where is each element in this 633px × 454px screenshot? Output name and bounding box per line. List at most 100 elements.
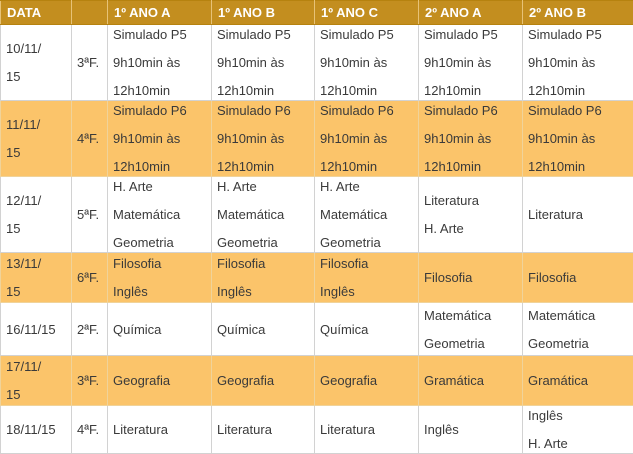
date-text: 17/11/	[6, 357, 71, 376]
subject-text: Inglês	[528, 406, 633, 425]
date-text: 15	[6, 143, 71, 162]
subject-text: Geometria	[113, 233, 211, 252]
subject-text: Geografia	[113, 371, 211, 390]
subject-text: 9h10min às	[217, 53, 314, 72]
subject-text: Simulado P6	[528, 101, 633, 120]
subject-cell: Simulado P5 9h10min às 12h10min	[108, 25, 212, 101]
subject-text: Geometria	[217, 233, 314, 252]
date-text: 10/11/	[6, 39, 71, 58]
subject-text: 9h10min às	[217, 129, 314, 148]
subject-text: 12h10min	[113, 81, 211, 100]
subject-text: Matemática	[424, 306, 522, 325]
subject-cell: Simulado P6 9h10min às 12h10min	[523, 101, 633, 177]
subject-text: Literatura	[113, 420, 211, 439]
subject-text: Inglês	[217, 282, 314, 301]
subject-cell: Inglês	[419, 406, 523, 454]
subject-text: Simulado P5	[528, 25, 633, 44]
subject-text: Simulado P5	[320, 25, 418, 44]
subject-text: Inglês	[113, 282, 211, 301]
subject-cell: Gramática	[419, 356, 523, 406]
subject-cell: Química	[315, 303, 419, 356]
subject-text: H. Arte	[113, 177, 211, 196]
subject-text: 12h10min	[217, 81, 314, 100]
subject-text: Filosofia	[113, 254, 211, 273]
weekday-cell: 6ªF.	[72, 253, 108, 303]
subject-text: Matemática	[528, 306, 633, 325]
weekday-cell: 3ªF.	[72, 25, 108, 101]
subject-text: Matemática	[217, 205, 314, 224]
date-text: 12/11/	[6, 191, 71, 210]
subject-text: Química	[217, 320, 314, 339]
subject-text: Simulado P5	[424, 25, 522, 44]
subject-cell: H. Arte Matemática Geometria	[108, 177, 212, 253]
subject-text: Literatura	[217, 420, 314, 439]
weekday-cell: 4ªF.	[72, 101, 108, 177]
subject-text: Simulado P5	[113, 25, 211, 44]
subject-text: Literatura	[320, 420, 418, 439]
subject-text: Literatura	[528, 205, 633, 224]
subject-cell: Gramática	[523, 356, 633, 406]
date-text: 16/11/15	[6, 320, 71, 339]
subject-text: Gramática	[528, 371, 633, 390]
date-text: 11/11/	[6, 115, 71, 134]
header-date: DATA	[1, 1, 72, 25]
header-class-2b: 2º ANO B	[523, 1, 633, 25]
subject-cell: Geografia	[212, 356, 315, 406]
subject-cell: Filosofia Inglês	[108, 253, 212, 303]
date-cell: 13/11/15	[1, 253, 72, 303]
subject-cell: Química	[212, 303, 315, 356]
subject-text: Simulado P6	[113, 101, 211, 120]
weekday-cell: 2ªF.	[72, 303, 108, 356]
weekday-cell: 5ªF.	[72, 177, 108, 253]
weekday-cell: 3ªF.	[72, 356, 108, 406]
date-text: 15	[6, 219, 71, 238]
subject-text: Matemática	[113, 205, 211, 224]
subject-text: 9h10min às	[320, 129, 418, 148]
date-cell: 10/11/15	[1, 25, 72, 101]
header-class-1c: 1º ANO C	[315, 1, 419, 25]
subject-text: Simulado P5	[217, 25, 314, 44]
subject-text: 9h10min às	[113, 53, 211, 72]
header-class-1b: 1º ANO B	[212, 1, 315, 25]
subject-text: 12h10min	[424, 81, 522, 100]
subject-cell: Literatura	[212, 406, 315, 454]
subject-cell: Filosofia Inglês	[315, 253, 419, 303]
subject-text: 12h10min	[217, 157, 314, 176]
header-class-1a: 1º ANO A	[108, 1, 212, 25]
subject-text: Gramática	[424, 371, 522, 390]
subject-text: 9h10min às	[528, 129, 633, 148]
subject-text: 12h10min	[113, 157, 211, 176]
date-text: 15	[6, 385, 71, 404]
subject-text: 12h10min	[528, 157, 633, 176]
header-day	[72, 1, 108, 25]
weekday-cell: 4ªF.	[72, 406, 108, 454]
subject-text: Geografia	[320, 371, 418, 390]
subject-cell: Geografia	[315, 356, 419, 406]
subject-text: Filosofia	[320, 254, 418, 273]
subject-text: Geometria	[320, 233, 418, 252]
subject-text: Química	[113, 320, 211, 339]
subject-text: Inglês	[320, 282, 418, 301]
subject-text: 12h10min	[320, 81, 418, 100]
subject-cell: Literatura	[523, 177, 633, 253]
subject-text: Geometria	[424, 334, 522, 353]
subject-text: 9h10min às	[424, 53, 522, 72]
subject-text: 12h10min	[528, 81, 633, 100]
subject-cell: Literatura	[315, 406, 419, 454]
